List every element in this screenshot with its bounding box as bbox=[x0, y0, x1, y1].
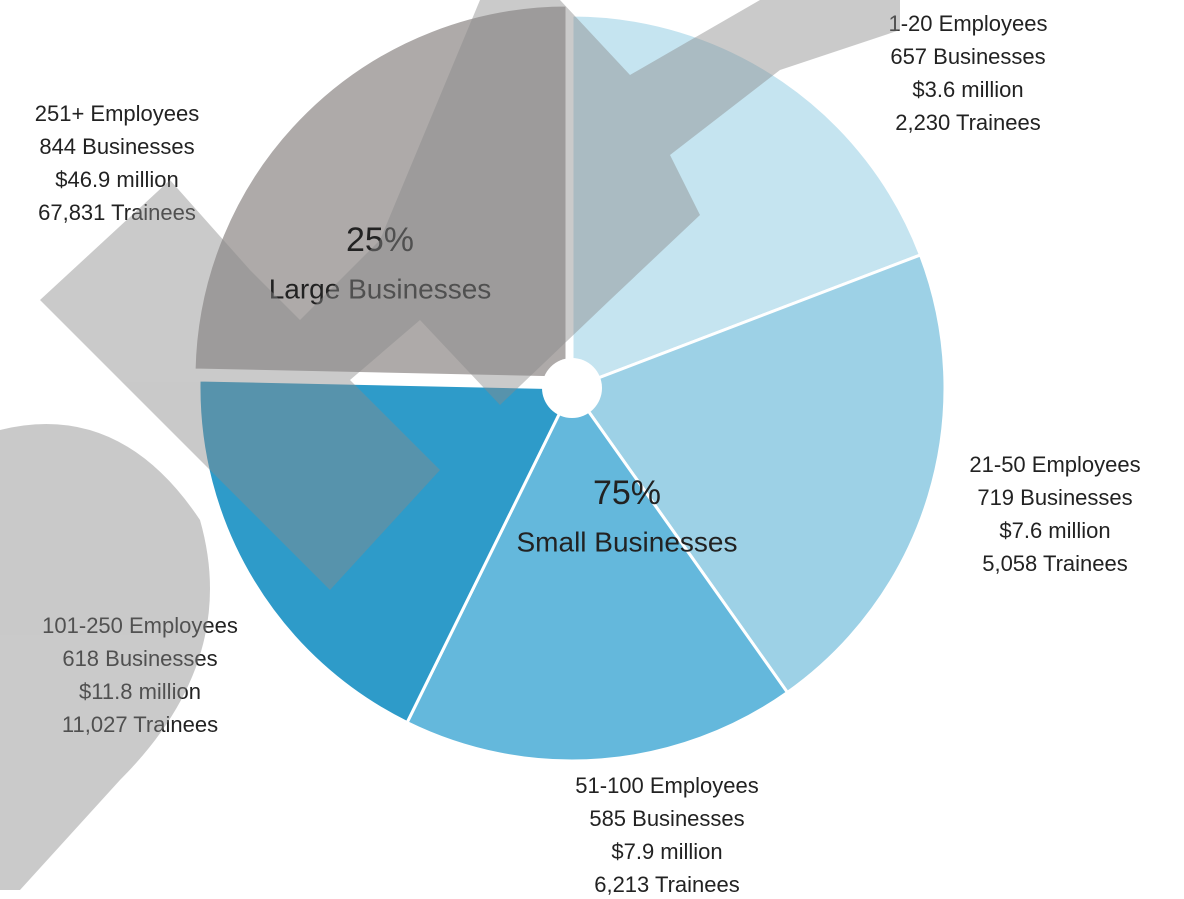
value-label: 844 Businesses bbox=[39, 134, 194, 159]
value-label: 585 Businesses bbox=[589, 806, 744, 831]
pie-slice bbox=[569, 252, 947, 695]
category-label: 251+ Employees bbox=[35, 101, 200, 126]
category-label: 21-50 Employees bbox=[969, 452, 1140, 477]
trainee-label: 11,027 Trainees bbox=[62, 712, 218, 737]
center-hole bbox=[542, 358, 602, 418]
trainee-label: 5,058 Trainees bbox=[982, 551, 1128, 576]
watermark-shape bbox=[40, 0, 900, 590]
funding-label: $7.6 million bbox=[999, 518, 1110, 543]
labels: 1-20 Employees 657 Businesses $3.6 million… bbox=[35, 11, 1141, 897]
pie-slice bbox=[197, 378, 575, 725]
trainee-label: 67,831 Trainees bbox=[38, 200, 196, 225]
category-label: 101-250 Employees bbox=[42, 613, 238, 638]
group-percent: 25% bbox=[346, 221, 414, 259]
slices bbox=[192, 3, 947, 763]
pie-slice bbox=[405, 385, 790, 763]
group-percent: 75% bbox=[593, 474, 661, 512]
trainee-label: 2,230 Trainees bbox=[895, 110, 1041, 135]
funding-label: $11.8 million bbox=[79, 679, 201, 704]
group-name: Large Businesses bbox=[269, 273, 492, 304]
category-label: 1-20 Employees bbox=[889, 11, 1048, 36]
group-name: Small Businesses bbox=[517, 526, 738, 557]
category-label: 51-100 Employees bbox=[575, 773, 758, 798]
value-label: 618 Businesses bbox=[62, 646, 217, 671]
pie-slice bbox=[570, 13, 923, 391]
value-label: 657 Businesses bbox=[890, 44, 1045, 69]
funding-label: $3.6 million bbox=[912, 77, 1023, 102]
value-label: 719 Businesses bbox=[977, 485, 1132, 510]
funding-label: $46.9 million bbox=[55, 167, 179, 192]
watermark-shape bbox=[0, 424, 210, 890]
watermark bbox=[0, 0, 900, 890]
pie-slice bbox=[192, 3, 569, 380]
funding-label: $7.9 million bbox=[611, 839, 722, 864]
trainee-label: 6,213 Trainees bbox=[594, 872, 740, 897]
